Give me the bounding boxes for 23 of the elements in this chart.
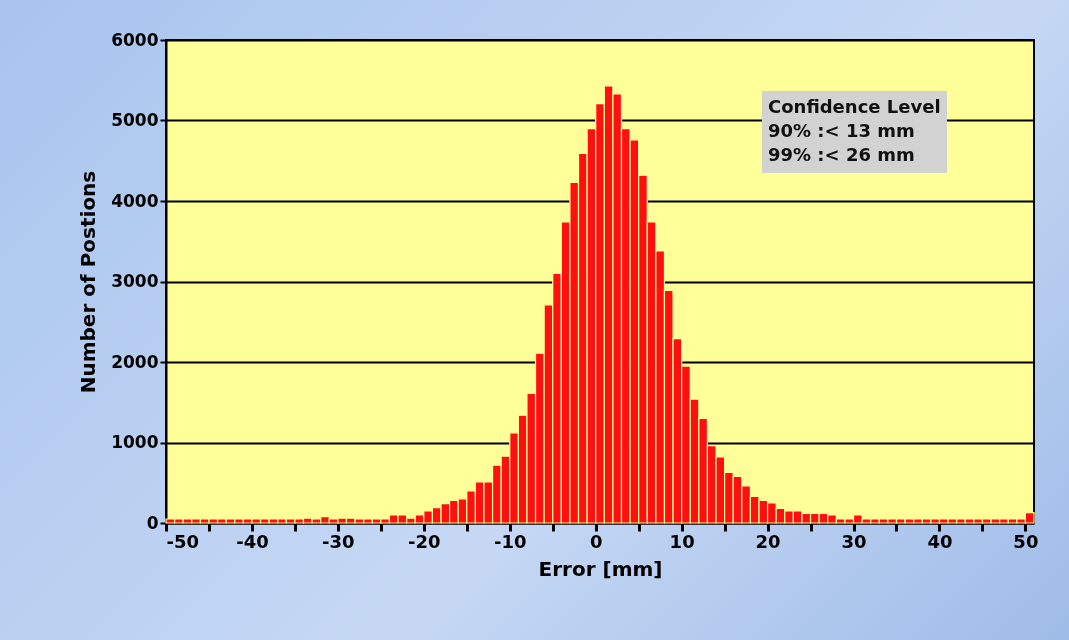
x-tick-label: -30: [322, 530, 355, 552]
x-tick-label: 0: [589, 530, 603, 552]
x-tick-label: -50: [166, 530, 200, 552]
x-axis-title: Error [mm]: [538, 556, 663, 581]
x-tick-label: -10: [494, 530, 527, 552]
y-tick-label: 2000: [111, 351, 159, 372]
y-tick-label: 0: [146, 512, 159, 533]
annotation: Confidence Level: [768, 95, 941, 119]
y-tick-label: 3000: [111, 271, 159, 291]
y-tick-label: 5000: [111, 110, 159, 130]
x-tick-label: 30: [841, 530, 867, 552]
y-tick-label: 4000: [111, 190, 159, 211]
x-tick-label: 20: [755, 530, 781, 552]
x-tick-label: 10: [669, 530, 695, 552]
annotation: 90% :< 13 mm: [768, 119, 916, 143]
annotation: 99% :< 26 mm: [768, 143, 916, 167]
y-tick-label: 1000: [111, 432, 159, 452]
y-tick-label: 6000: [111, 29, 159, 50]
x-tick-label: -20: [408, 530, 441, 552]
x-tick-label: -40: [236, 530, 269, 552]
y-axis-title: Number of Postions: [76, 170, 101, 394]
x-tick-label: 50: [1013, 530, 1039, 552]
x-tick-label: 40: [927, 530, 953, 552]
